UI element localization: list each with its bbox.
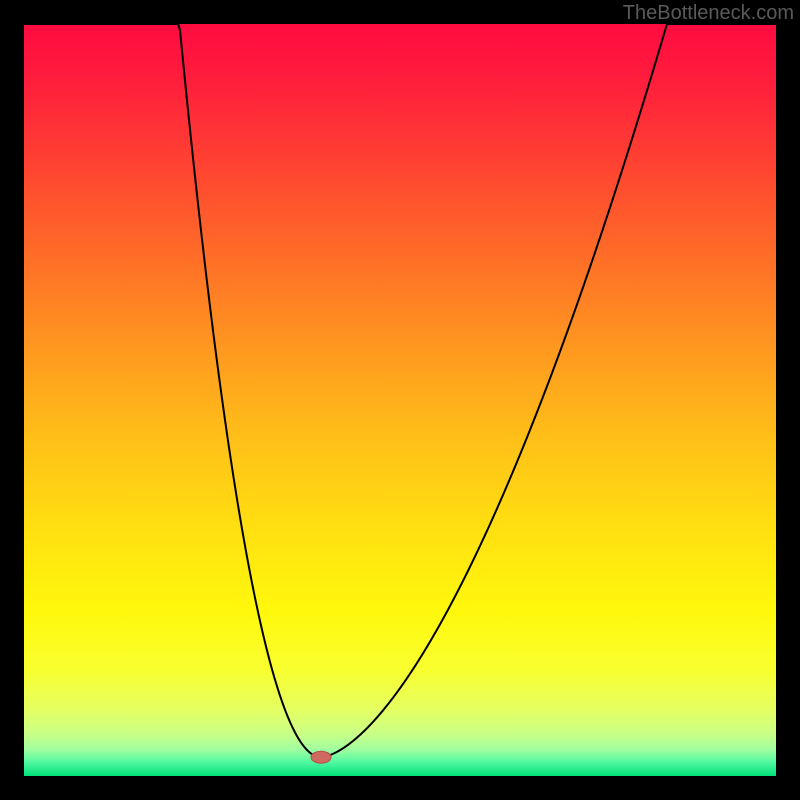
vertex-marker <box>311 751 331 763</box>
watermark-text: TheBottleneck.com <box>623 2 794 25</box>
bottleneck-chart <box>24 24 776 776</box>
chart-container: TheBottleneck.com <box>0 0 800 800</box>
plot-area <box>24 24 776 776</box>
